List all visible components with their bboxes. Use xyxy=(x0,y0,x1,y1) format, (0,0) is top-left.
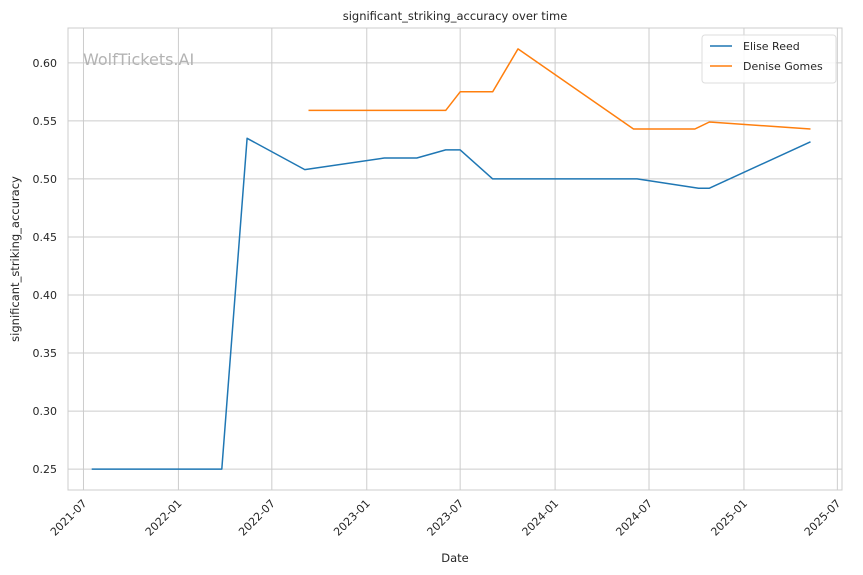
x-axis-title: Date xyxy=(441,551,469,565)
y-tick-label: 0.50 xyxy=(33,173,58,186)
legend: Elise Reed Denise Gomes xyxy=(701,34,837,84)
legend-label: Denise Gomes xyxy=(743,60,823,73)
plot-area-frame xyxy=(67,27,843,491)
legend-label: Elise Reed xyxy=(743,40,800,53)
y-tick-label: 0.55 xyxy=(33,115,58,128)
y-tick-label: 0.40 xyxy=(33,289,58,302)
series-lines xyxy=(91,48,811,470)
grid xyxy=(68,28,842,490)
y-tick-label: 0.35 xyxy=(33,347,58,360)
legend-box xyxy=(701,34,837,84)
watermark-text: WolfTickets.AI xyxy=(83,50,194,69)
series-line-elise-reed xyxy=(91,137,811,470)
y-axis-ticks: 0.25 0.30 0.35 0.40 0.45 0.50 0.55 0.60 xyxy=(33,57,58,476)
y-tick-label: 0.30 xyxy=(33,405,58,418)
series-line-denise-gomes xyxy=(308,48,811,130)
y-tick-label: 0.60 xyxy=(33,57,58,70)
y-axis-title: significant_striking_accuracy xyxy=(8,176,22,342)
y-tick-label: 0.25 xyxy=(33,463,58,476)
chart-title: significant_striking_accuracy over time xyxy=(343,9,568,23)
y-tick-label: 0.45 xyxy=(33,231,58,244)
